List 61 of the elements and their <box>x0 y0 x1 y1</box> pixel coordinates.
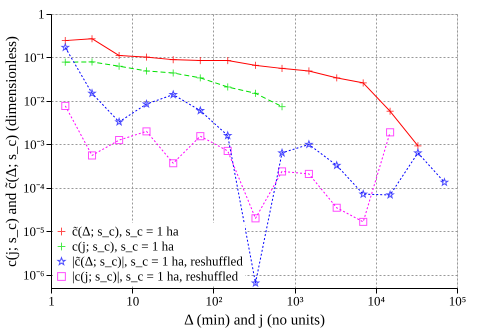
point <box>196 132 204 140</box>
point <box>224 132 232 139</box>
point <box>88 58 96 66</box>
point <box>169 159 178 168</box>
y-tick-label: 10⁻⁵ <box>22 224 44 239</box>
point <box>359 78 368 87</box>
point <box>169 68 178 78</box>
point <box>305 140 313 148</box>
point <box>386 107 394 116</box>
point <box>440 178 448 186</box>
point <box>169 90 178 98</box>
point <box>386 128 394 136</box>
point <box>278 102 286 111</box>
point <box>304 66 313 75</box>
y-tick-label: 1 <box>38 6 44 22</box>
point <box>278 148 286 156</box>
point <box>88 151 96 160</box>
x-tick-label: 10² <box>205 294 222 308</box>
x-axis-title: Δ (min) and j (no units) <box>184 312 325 328</box>
point <box>196 74 204 82</box>
point <box>304 170 313 178</box>
point <box>332 204 341 212</box>
point <box>142 127 151 136</box>
y-axis-title: c(j; s_c) and c̃(Δ; s_c) (dimensionless) <box>4 36 20 267</box>
legend-label: |c̃(Δ; s_c)|, s_c = 1 ha, reshuffled <box>72 254 244 268</box>
point <box>251 214 260 222</box>
point <box>252 279 260 286</box>
point <box>359 190 368 198</box>
legend-label: |c(j; s_c)|, s_c = 1 ha, reshuffled <box>72 268 239 284</box>
point <box>61 102 70 110</box>
point <box>224 82 232 91</box>
x-tick-label: 10³ <box>286 294 304 308</box>
point <box>142 100 150 108</box>
x-tick-label: 10⁵ <box>448 294 466 308</box>
point <box>224 146 232 155</box>
point <box>115 136 124 144</box>
point <box>88 34 96 43</box>
x-tick-label: 10⁴ <box>368 294 386 308</box>
y-tick-label: 10⁻⁶ <box>22 267 44 282</box>
point <box>115 62 124 70</box>
point <box>414 148 422 156</box>
point <box>332 161 341 169</box>
point <box>278 167 286 176</box>
point <box>332 74 341 82</box>
point <box>359 218 368 226</box>
point <box>251 89 260 98</box>
point <box>142 66 151 75</box>
x-tick-label: 1 <box>48 294 55 308</box>
legend-label: c(j; s_c), s_c = 1 ha <box>72 238 174 254</box>
x-tick-label: 10 <box>126 294 140 308</box>
y-tick-label: 10⁻¹ <box>24 50 45 65</box>
legend-label: c̃(Δ; s_c), s_c = 1 ha <box>72 224 179 238</box>
y-tick-label: 10⁻⁴ <box>22 180 45 196</box>
point <box>115 118 123 126</box>
point <box>386 190 394 198</box>
y-tick-label: 10⁻³ <box>24 136 45 152</box>
point <box>414 142 422 150</box>
point <box>88 89 96 97</box>
point <box>196 106 204 114</box>
point <box>61 43 70 51</box>
y-tick-label: 10⁻² <box>24 93 45 108</box>
